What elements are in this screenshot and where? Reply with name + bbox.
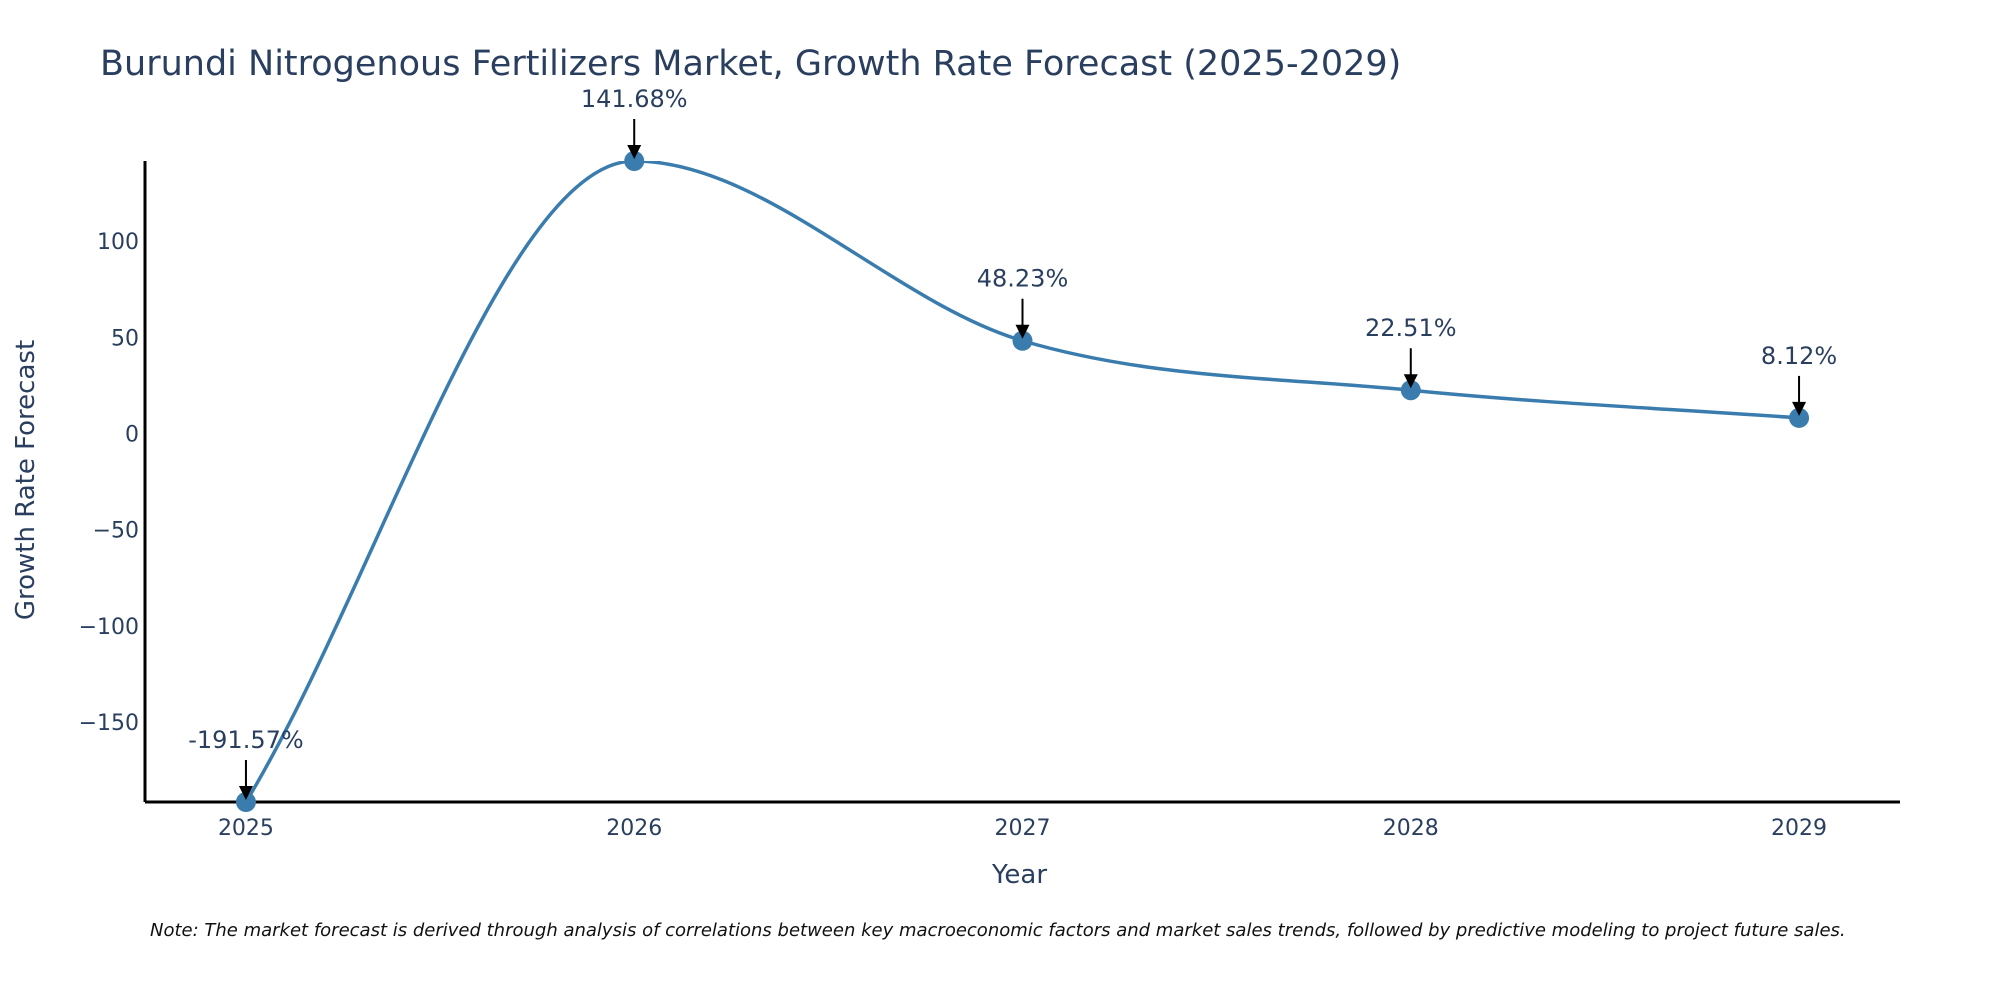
annotation-arrow-head bbox=[1403, 374, 1418, 389]
y-tick-label: −150 bbox=[79, 711, 139, 736]
data-point bbox=[1400, 380, 1421, 401]
x-axis-title: Year bbox=[992, 860, 1048, 890]
x-tick-label: 2029 bbox=[1771, 816, 1827, 841]
data-label: 141.68% bbox=[581, 85, 688, 113]
data-point bbox=[624, 151, 645, 171]
y-tick-label: 100 bbox=[97, 230, 139, 255]
data-point bbox=[1012, 330, 1033, 351]
data-label: 8.12% bbox=[1761, 342, 1837, 370]
y-tick-label: 50 bbox=[111, 326, 139, 351]
x-tick-label: 2028 bbox=[1383, 816, 1439, 841]
annotation-arrow-head bbox=[238, 786, 253, 800]
x-tick-label: 2026 bbox=[606, 816, 662, 841]
data-point bbox=[1789, 407, 1810, 428]
y-tick-label: −50 bbox=[93, 519, 139, 544]
data-label: -191.57% bbox=[188, 726, 303, 754]
y-axis-title: Growth Rate Forecast bbox=[11, 339, 41, 621]
footnote: Note: The market forecast is derived thr… bbox=[150, 920, 1846, 941]
annotation-arrow-head bbox=[1792, 401, 1807, 416]
data-point bbox=[235, 792, 256, 812]
y-tick-label: 0 bbox=[125, 423, 139, 448]
chart-title: Burundi Nitrogenous Fertilizers Market, … bbox=[100, 44, 1402, 84]
annotation-arrow-head bbox=[627, 145, 642, 159]
y-tick-label: −100 bbox=[79, 615, 139, 640]
series-line bbox=[244, 161, 1800, 802]
x-tick-label: 2025 bbox=[218, 816, 274, 841]
annotation-arrow-head bbox=[1015, 324, 1030, 339]
x-tick-label: 2027 bbox=[995, 816, 1051, 841]
data-label: 48.23% bbox=[977, 265, 1069, 293]
data-label: 22.51% bbox=[1365, 314, 1457, 342]
